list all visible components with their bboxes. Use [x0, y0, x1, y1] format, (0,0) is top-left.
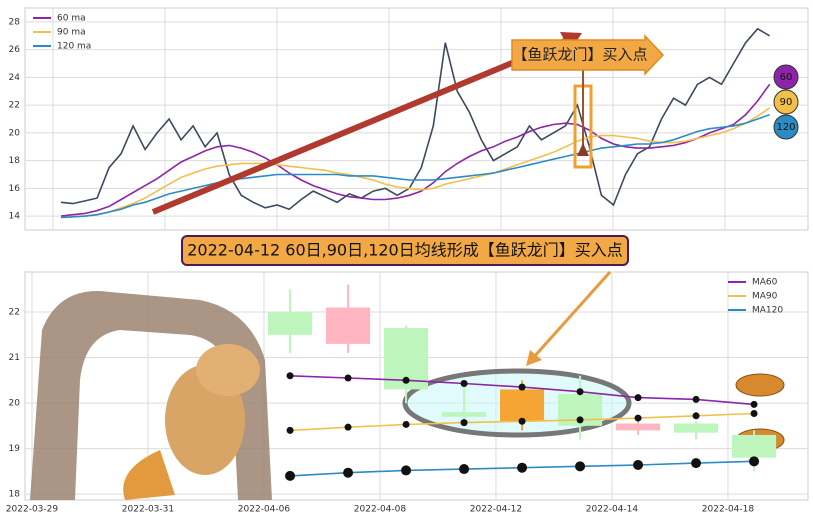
y-tick-label: 20: [9, 399, 21, 409]
ma-dot: [691, 458, 702, 469]
ma-dot: [575, 461, 586, 472]
x-tick-label: 2022-04-08: [354, 505, 407, 515]
ma-dot: [460, 419, 468, 427]
ma-dot: [518, 383, 526, 391]
ma-dot: [402, 376, 410, 384]
legend-label: 120 ma: [57, 42, 91, 52]
badge: [773, 64, 799, 90]
legend-label: 60 ma: [57, 14, 86, 24]
y-tick-label: 18: [9, 156, 21, 166]
y-tick-label: 20: [9, 128, 21, 138]
ma-dot: [344, 374, 352, 382]
y-tick-label: 18: [9, 490, 21, 500]
candle-body: [268, 312, 313, 335]
ma-dot: [634, 414, 642, 422]
badge-label: 120: [776, 122, 795, 133]
x-tick-label: 2022-04-06: [238, 505, 291, 515]
x-tick-label: 2022-04-18: [702, 505, 755, 515]
ma-dot: [750, 400, 758, 408]
ma-dot: [401, 465, 412, 476]
candle-body: [732, 434, 777, 458]
pointer-arrow: [531, 270, 612, 360]
candle-body: [500, 389, 545, 422]
annotation-shape: [511, 34, 665, 76]
legend-label: 90 ma: [57, 28, 86, 38]
ma-dot: [576, 416, 584, 424]
candle-body: [616, 423, 661, 431]
candle-body: [442, 412, 487, 417]
decor-fish: [735, 373, 785, 397]
ma-dot: [749, 456, 760, 467]
annotation-text: 【鱼跃龙门】买入点: [512, 46, 647, 64]
y-tick-label: 21: [9, 353, 20, 363]
y-tick-label: 24: [9, 73, 21, 83]
badge-label: 60: [780, 72, 793, 83]
chart-title: 2022-04-12 60日,90日,120日均线形成【鱼跃龙门】买入点: [187, 241, 623, 260]
ma-dot: [692, 395, 700, 403]
ma-dot: [402, 420, 410, 428]
y-tick-label: 26: [9, 45, 21, 55]
title-box: [181, 235, 629, 266]
top-plot-area: [24, 7, 809, 231]
ma-dot: [286, 372, 294, 380]
ma-dot: [285, 470, 296, 481]
y-tick-label: 22: [9, 308, 20, 318]
legend-label: MA90: [752, 292, 778, 302]
badge: [773, 89, 799, 115]
decor-dog-head: [196, 344, 260, 396]
ma-dot: [459, 464, 470, 475]
down-arrowhead: [577, 143, 589, 156]
badge: [773, 114, 799, 140]
ma-dot: [750, 410, 758, 418]
y-tick-label: 28: [9, 17, 21, 27]
x-tick-label: 2022-04-12: [470, 505, 522, 515]
legend-label: MA120: [752, 306, 783, 316]
y-tick-label: 19: [9, 444, 21, 454]
ma-dot: [460, 379, 468, 387]
ma-dot: [692, 412, 700, 420]
x-tick-label: 2022-03-31: [122, 505, 174, 515]
ma-line: [60, 107, 771, 219]
ma-dot: [344, 423, 352, 431]
y-tick-label: 14: [9, 212, 21, 222]
trend-arrow: [151, 38, 567, 215]
ma-dot: [518, 417, 526, 425]
ma-dot: [286, 426, 294, 434]
x-tick-label: 2022-04-14: [586, 505, 639, 515]
y-tick-label: 22: [9, 101, 20, 111]
ma-dot: [633, 459, 644, 470]
candle-body: [326, 307, 371, 344]
badge-label: 90: [780, 97, 793, 108]
ma-dot: [634, 394, 642, 402]
y-tick-label: 16: [9, 184, 21, 194]
ma-dot: [517, 462, 528, 473]
legend-label: MA60: [752, 278, 778, 288]
ma-line: [60, 114, 770, 219]
x-tick-label: 2022-03-29: [6, 505, 59, 515]
decor-dog-tail: [123, 450, 175, 500]
pointer-arrowhead: [526, 350, 542, 366]
candle-body: [674, 423, 719, 433]
ma-dot: [576, 388, 584, 396]
ma-line: [60, 83, 771, 217]
decor-arch: [30, 291, 272, 500]
ma-dot: [343, 467, 354, 478]
